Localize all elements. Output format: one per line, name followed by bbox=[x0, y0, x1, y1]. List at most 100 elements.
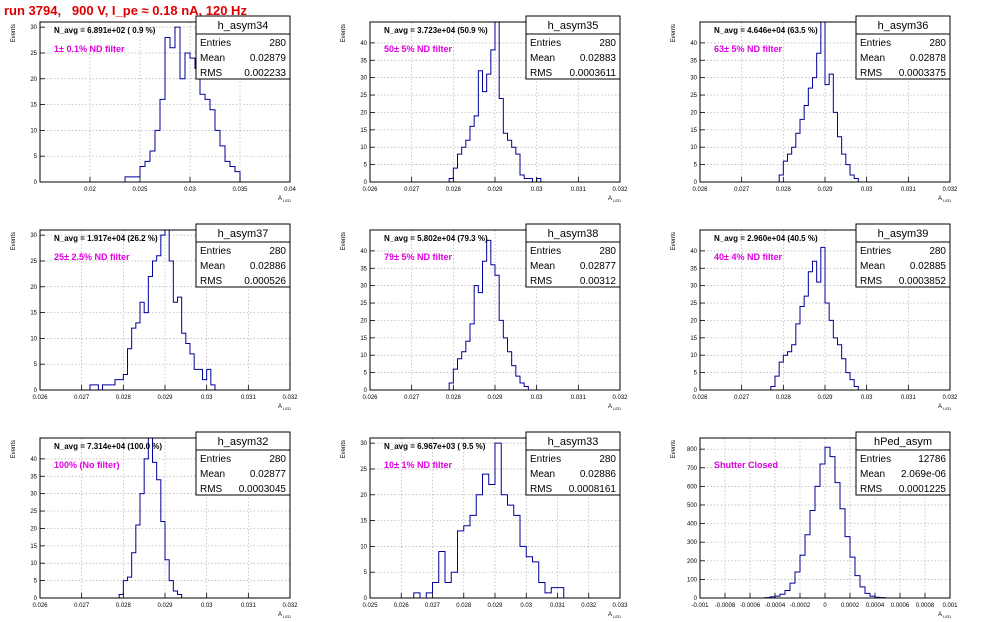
y-tick-label: 700 bbox=[687, 466, 698, 472]
y-tick-label: 100 bbox=[687, 577, 698, 583]
x-tick-label: 0.04 bbox=[284, 187, 296, 193]
y-tick-label: 0 bbox=[694, 180, 698, 186]
x-axis-subscript: LED bbox=[282, 406, 291, 411]
x-tick-label: 0.032 bbox=[942, 395, 958, 401]
stats-value: 0.02878 bbox=[910, 53, 947, 64]
stats-title: h_asym38 bbox=[548, 228, 599, 240]
stats-key: Mean bbox=[860, 53, 885, 64]
x-tick-label: 0.027 bbox=[404, 187, 420, 193]
histogram-panel-hPed_asym: -0.001 -0.0008 -0.0006 -0.0004 -0.0002 0 0.000… bbox=[671, 431, 958, 619]
stats-value: 0.02879 bbox=[250, 53, 287, 64]
stats-key: RMS bbox=[860, 276, 883, 287]
x-tick-label: -0.0004 bbox=[765, 603, 786, 609]
x-tick-label: 0.028 bbox=[446, 395, 462, 401]
stats-title: h_asym35 bbox=[548, 20, 599, 32]
filter-label: 10± 1% ND filter bbox=[384, 460, 452, 470]
stats-key: RMS bbox=[530, 276, 553, 287]
y-tick-label: 40 bbox=[360, 41, 367, 47]
x-tick-label: 0.026 bbox=[692, 395, 708, 401]
y-tick-label: 15 bbox=[360, 519, 367, 525]
y-tick-label: 5 bbox=[364, 163, 368, 169]
stats-box bbox=[525, 33, 621, 80]
stats-title: h_asym32 bbox=[218, 436, 269, 448]
stats-key: Mean bbox=[200, 261, 225, 272]
y-tick-label: 25 bbox=[360, 301, 367, 307]
stats-title: h_asym37 bbox=[218, 228, 269, 240]
y-tick-label: 5 bbox=[364, 570, 368, 576]
stats-value: 0.02877 bbox=[250, 469, 287, 480]
x-tick-label: 0.029 bbox=[487, 395, 503, 401]
y-axis-title: Events bbox=[11, 440, 17, 458]
stats-value: 0.002233 bbox=[244, 68, 286, 79]
y-tick-label: 10 bbox=[30, 561, 37, 567]
y-axis-title: Events bbox=[11, 24, 17, 42]
x-tick-label: 0.028 bbox=[446, 187, 462, 193]
x-tick-label: 0.033 bbox=[612, 603, 628, 609]
y-tick-label: 25 bbox=[30, 51, 37, 57]
stats-box bbox=[525, 449, 621, 496]
stats-value: 0.00312 bbox=[580, 276, 617, 287]
x-tick-label: 0.027 bbox=[74, 395, 90, 401]
y-tick-label: 30 bbox=[30, 233, 37, 239]
stats-key: RMS bbox=[200, 484, 223, 495]
x-tick-label: 0.029 bbox=[817, 187, 833, 193]
stats-value: 280 bbox=[599, 454, 616, 465]
filter-label: 1± 0.1% ND filter bbox=[54, 44, 125, 54]
stats-key: Mean bbox=[860, 469, 885, 480]
x-tick-label: 0.031 bbox=[571, 187, 587, 193]
stats-key: RMS bbox=[530, 484, 553, 495]
y-tick-label: 20 bbox=[360, 318, 367, 324]
x-tick-label: 0.029 bbox=[157, 603, 173, 609]
histogram-line bbox=[115, 26, 250, 183]
y-tick-label: 40 bbox=[360, 249, 367, 255]
stats-key: Entries bbox=[200, 246, 231, 257]
y-tick-label: 20 bbox=[690, 110, 697, 116]
y-tick-label: 300 bbox=[687, 540, 698, 546]
x-tick-label: 0.032 bbox=[612, 187, 628, 193]
x-tick-label: 0.027 bbox=[425, 603, 441, 609]
y-axis-title: Events bbox=[671, 440, 677, 458]
x-tick-label: 0.031 bbox=[550, 603, 566, 609]
x-axis-title: A LED bbox=[608, 404, 621, 411]
y-tick-label: 0 bbox=[364, 388, 368, 394]
y-tick-label: 35 bbox=[360, 58, 367, 64]
x-axis-subscript: LED bbox=[282, 198, 291, 203]
navg-label: N_avg = 5.802e+04 (79.3 %) bbox=[384, 234, 488, 243]
stats-value: 0.0003045 bbox=[239, 484, 287, 495]
y-tick-label: 5 bbox=[34, 579, 38, 585]
stats-value: 0.02886 bbox=[250, 261, 287, 272]
x-tick-label: 0.031 bbox=[241, 603, 257, 609]
x-tick-label: 0.0008 bbox=[916, 603, 935, 609]
stats-key: Entries bbox=[530, 38, 561, 49]
y-axis-title: Events bbox=[671, 24, 677, 42]
x-axis-subscript: LED bbox=[612, 406, 621, 411]
y-tick-label: 30 bbox=[690, 284, 697, 290]
x-tick-label: 0.028 bbox=[776, 187, 792, 193]
x-axis-title: A LED bbox=[938, 612, 951, 619]
histogram-line bbox=[445, 21, 545, 183]
y-tick-label: 20 bbox=[690, 318, 697, 324]
x-tick-label: 0.031 bbox=[571, 395, 587, 401]
x-axis-subscript: LED bbox=[942, 614, 951, 619]
stats-value: 0.02885 bbox=[910, 261, 947, 272]
x-tick-label: 0.001 bbox=[942, 603, 958, 609]
x-tick-label: 0.03 bbox=[201, 395, 213, 401]
x-tick-label: 0.026 bbox=[32, 395, 48, 401]
stats-title: hPed_asym bbox=[874, 436, 932, 448]
y-tick-label: 15 bbox=[30, 544, 37, 550]
y-axis-title: Events bbox=[341, 24, 347, 42]
histogram-panel-h_asym35: 0.026 0.027 0.028 0.029 0.03 0.031 0.032 0 5 10 15… bbox=[341, 15, 628, 203]
y-tick-label: 5 bbox=[694, 371, 698, 377]
y-tick-label: 15 bbox=[30, 103, 37, 109]
y-tick-label: 40 bbox=[690, 249, 697, 255]
histogram-line bbox=[413, 442, 570, 599]
stats-key: Entries bbox=[860, 38, 891, 49]
x-axis-title: A LED bbox=[278, 196, 291, 203]
histogram-line bbox=[89, 229, 220, 391]
y-tick-label: 20 bbox=[30, 526, 37, 532]
stats-value: 0.0001225 bbox=[899, 484, 947, 495]
stats-value: 0.0008161 bbox=[569, 484, 617, 495]
x-tick-label: 0.032 bbox=[282, 395, 298, 401]
y-tick-label: 15 bbox=[360, 336, 367, 342]
histogram-line bbox=[764, 446, 886, 599]
